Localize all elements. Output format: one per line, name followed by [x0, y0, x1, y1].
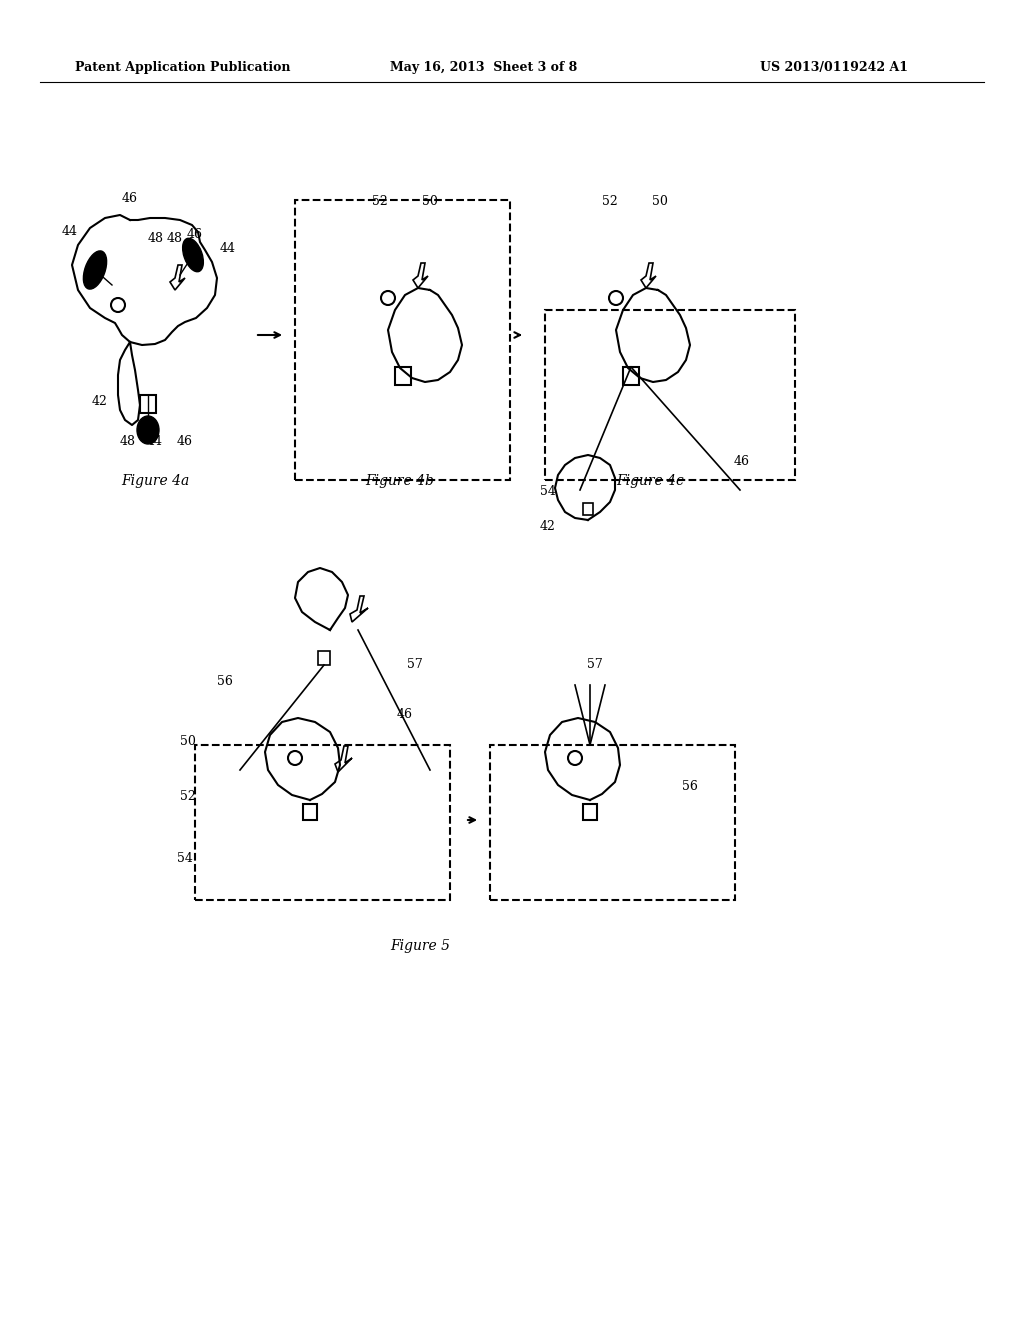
Ellipse shape — [182, 239, 204, 272]
Text: 42: 42 — [92, 395, 108, 408]
Text: Figure 5: Figure 5 — [390, 939, 450, 953]
Ellipse shape — [137, 416, 159, 444]
Text: 46: 46 — [187, 228, 203, 242]
Text: May 16, 2013  Sheet 3 of 8: May 16, 2013 Sheet 3 of 8 — [390, 62, 578, 74]
Bar — [318, 651, 330, 665]
Bar — [623, 367, 639, 385]
Bar — [195, 744, 450, 900]
Text: 57: 57 — [587, 657, 603, 671]
Text: 54: 54 — [177, 851, 193, 865]
Text: 48: 48 — [120, 436, 136, 447]
Text: 56: 56 — [217, 675, 232, 688]
Bar — [583, 503, 593, 515]
Text: 50: 50 — [180, 735, 196, 748]
Text: 46: 46 — [397, 708, 413, 721]
Text: 54: 54 — [540, 484, 556, 498]
Ellipse shape — [83, 251, 106, 289]
Text: 52: 52 — [180, 789, 196, 803]
Bar — [140, 395, 156, 413]
Bar — [295, 201, 510, 480]
Text: 52: 52 — [602, 195, 617, 209]
Text: 57: 57 — [408, 657, 423, 671]
Text: 48: 48 — [148, 232, 164, 246]
Bar — [303, 804, 317, 820]
Text: 42: 42 — [540, 520, 556, 533]
Text: 56: 56 — [682, 780, 698, 793]
Text: 46: 46 — [122, 191, 138, 205]
Bar — [490, 744, 735, 900]
Text: Figure 4c: Figure 4c — [616, 474, 684, 488]
Text: US 2013/0119242 A1: US 2013/0119242 A1 — [760, 62, 908, 74]
Text: 46: 46 — [734, 455, 750, 469]
Text: Figure 4a: Figure 4a — [121, 474, 189, 488]
Text: 46: 46 — [177, 436, 193, 447]
Bar — [583, 804, 597, 820]
Bar — [545, 310, 795, 480]
Text: 44: 44 — [147, 436, 163, 447]
Text: 44: 44 — [220, 242, 236, 255]
Text: 44: 44 — [62, 224, 78, 238]
Text: 48: 48 — [167, 232, 183, 246]
Text: 50: 50 — [652, 195, 668, 209]
Text: Patent Application Publication: Patent Application Publication — [75, 62, 291, 74]
Text: 50: 50 — [422, 195, 438, 209]
Bar — [395, 367, 411, 385]
Text: Figure 4b: Figure 4b — [366, 474, 434, 488]
Text: 52: 52 — [372, 195, 388, 209]
